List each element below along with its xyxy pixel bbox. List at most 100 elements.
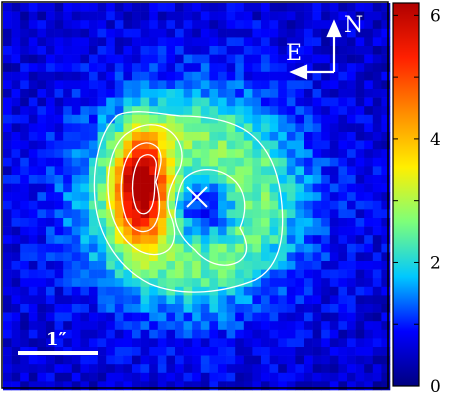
pixel: [3, 54, 12, 64]
pixel: [71, 295, 81, 305]
pixel: [243, 140, 253, 150]
pixel: [20, 261, 30, 270]
pixel: [261, 252, 270, 262]
pixel: [338, 114, 348, 124]
pixel: [63, 261, 73, 270]
pixel: [11, 175, 21, 184]
pixel: [347, 123, 356, 133]
pixel: [355, 140, 365, 150]
pixel: [329, 175, 339, 184]
pixel: [3, 192, 12, 202]
pixel: [106, 355, 116, 365]
pixel: [218, 63, 227, 73]
pixel: [355, 20, 365, 30]
pixel: [261, 321, 270, 331]
pixel: [235, 261, 245, 270]
pixel: [312, 140, 322, 150]
pixel: [235, 243, 245, 253]
pixel: [140, 364, 150, 374]
pixel: [114, 175, 124, 184]
pixel: [200, 235, 210, 245]
pixel: [321, 243, 331, 253]
pixel: [321, 132, 331, 141]
pixel: [235, 80, 245, 90]
pixel: [63, 200, 73, 210]
pixel: [71, 123, 81, 133]
pixel: [20, 226, 30, 236]
pixel: [364, 11, 374, 21]
pixel: [20, 46, 30, 55]
pixel: [97, 71, 107, 81]
pixel: [20, 114, 30, 124]
pixel: [252, 329, 262, 339]
pixel: [252, 252, 262, 262]
pixel: [347, 329, 356, 339]
pixel: [269, 140, 279, 150]
pixel: [123, 192, 133, 202]
pixel: [286, 355, 296, 365]
pixel: [46, 3, 55, 12]
pixel: [364, 149, 374, 159]
pixel: [286, 226, 296, 236]
pixel: [114, 329, 124, 339]
pixel: [200, 54, 210, 64]
pixel: [149, 37, 159, 47]
pixel: [329, 71, 339, 81]
pixel: [37, 114, 47, 124]
pixel: [20, 295, 30, 305]
pixel: [192, 11, 202, 21]
pixel: [209, 218, 219, 227]
pixel: [218, 132, 227, 141]
pixel: [235, 295, 245, 305]
pixel: [175, 54, 184, 64]
pixel: [252, 372, 262, 382]
pixel: [123, 200, 133, 210]
pixel: [132, 252, 141, 262]
pixel: [166, 175, 176, 184]
pixel: [183, 140, 193, 150]
pixel: [20, 149, 30, 159]
pixel: [261, 157, 270, 167]
pixel: [175, 97, 184, 107]
pixel: [46, 235, 55, 245]
pixel: [381, 200, 391, 210]
pixel: [278, 28, 288, 38]
pixel: [71, 200, 81, 210]
pixel: [243, 46, 253, 55]
pixel: [286, 114, 296, 124]
pixel: [166, 252, 176, 262]
pixel: [269, 347, 279, 356]
pixel: [286, 321, 296, 331]
pixel: [278, 3, 288, 12]
pixel: [381, 261, 391, 270]
pixel: [140, 97, 150, 107]
pixel: [175, 106, 184, 116]
pixel: [157, 71, 167, 81]
pixel: [304, 355, 313, 365]
pixel: [192, 269, 202, 279]
pixel: [295, 183, 305, 193]
image-frame: [1, 1, 389, 389]
pixel: [321, 218, 331, 227]
pixel: [226, 106, 236, 116]
pixel: [355, 338, 365, 348]
pixel: [97, 252, 107, 262]
pixel: [54, 175, 64, 184]
pixel: [140, 347, 150, 356]
pixel: [106, 11, 116, 21]
pixel: [329, 157, 339, 167]
pixel: [28, 63, 38, 73]
pixel: [37, 123, 47, 133]
pixel: [372, 218, 382, 227]
pixel: [175, 278, 184, 288]
pixel: [226, 80, 236, 90]
pixel: [329, 338, 339, 348]
pixel: [209, 3, 219, 12]
pixel: [364, 166, 374, 176]
pixel: [269, 80, 279, 90]
pixel: [364, 37, 374, 47]
pixel: [364, 106, 374, 116]
pixel: [381, 252, 391, 262]
pixel: [286, 97, 296, 107]
pixel: [218, 106, 227, 116]
